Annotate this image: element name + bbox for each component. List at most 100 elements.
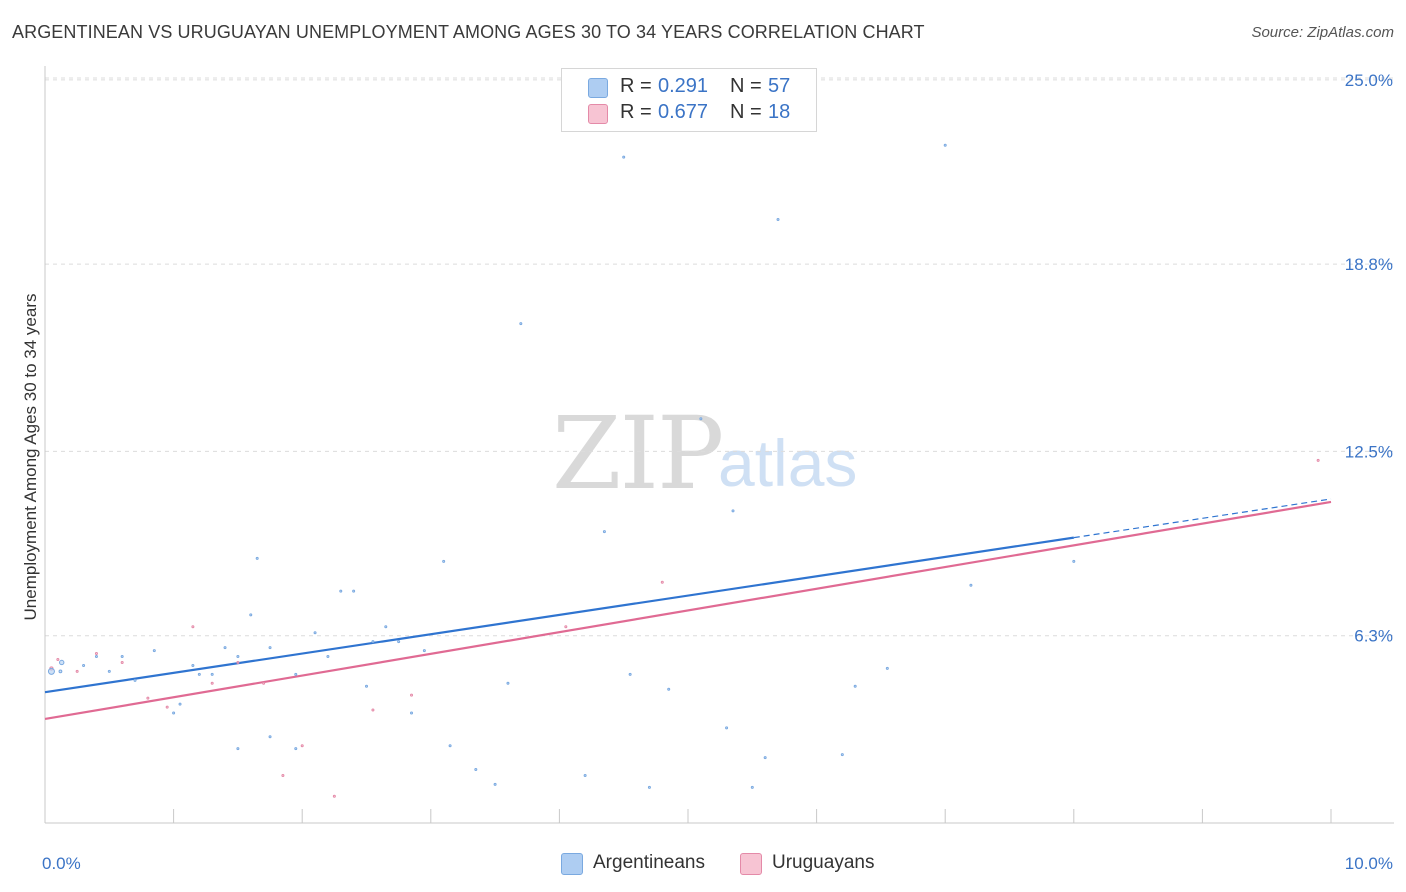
uruguayan-point [262, 681, 266, 685]
y-tick-label: 18.8% [1345, 255, 1393, 274]
argentinean-point [313, 631, 317, 635]
legend-r-label: R = [620, 101, 652, 123]
legend-n-label: N = [730, 101, 762, 123]
argentinean-point [59, 659, 65, 666]
argentinean-point [210, 672, 214, 676]
argentinean-point [371, 640, 375, 644]
argentinean-point [191, 663, 195, 667]
argentinean-point [969, 583, 973, 587]
legend-swatch-uruguayans [588, 104, 608, 124]
argentinean-point [94, 655, 98, 659]
argentinean-point [943, 143, 947, 147]
x-tick-label: 0.0% [42, 854, 81, 873]
argentinean-point [397, 640, 401, 644]
argentinean-point [133, 678, 137, 682]
bottom-legend-label: Argentineans [593, 852, 705, 873]
argentinean-point [47, 667, 55, 675]
argentinean-point [448, 744, 452, 748]
argentinean-point [249, 613, 253, 617]
y-tick-label: 6.3% [1354, 627, 1393, 646]
trend-line-extension [1073, 498, 1332, 539]
argentinean-point [236, 655, 240, 659]
uruguayan-point [94, 652, 98, 656]
argentinean-point [339, 589, 343, 593]
argentinean-point [268, 646, 272, 650]
argentinean-point [294, 747, 298, 751]
argentinean-point [853, 684, 857, 688]
argentinean-point [120, 655, 124, 659]
legend-n-label: N = [730, 75, 762, 97]
argentinean-point [763, 756, 767, 760]
argentinean-point [236, 747, 240, 751]
argentinean-point [1072, 559, 1076, 563]
argentinean-point [58, 669, 63, 674]
data-points [47, 143, 1320, 798]
argentinean-point [152, 649, 156, 653]
correlation-legend: R = 0.291 N = 57 R = 0.677 N = 18 [561, 68, 817, 132]
argentinean-point [326, 655, 330, 659]
watermark-atlas: atlas [718, 426, 858, 500]
argentinean-point [628, 672, 632, 676]
argentinean-point [365, 684, 368, 688]
trend-line-argentineans [44, 536, 1074, 694]
argentinean-point [178, 702, 182, 706]
bottom-legend-label: Uruguayans [772, 852, 875, 873]
argentinean-point [255, 556, 259, 560]
argentinean-point [107, 669, 111, 673]
legend-n-value: 57 [768, 75, 791, 97]
argentinean-point [776, 218, 780, 222]
argentinean-point [699, 417, 703, 421]
bottom-legend-swatch-uruguayans [740, 853, 762, 875]
argentinean-point [422, 649, 426, 653]
argentinean-point [506, 681, 510, 685]
uruguayan-point [56, 658, 60, 662]
uruguayan-point [1316, 458, 1320, 462]
argentinean-point [268, 735, 272, 739]
uruguayan-point [165, 705, 169, 709]
watermark-zip: ZIP [552, 395, 724, 512]
tick-labels: 6.3% 12.5% 18.8% 25.0% 0.0% 10.0% [42, 71, 1393, 873]
uruguayan-point [210, 681, 214, 685]
axes [44, 66, 1394, 824]
y-axis-label: Unemployment Among Ages 30 to 34 years [21, 294, 40, 621]
uruguayan-point [660, 580, 664, 584]
argentinean-point [442, 559, 446, 563]
uruguayan-point [300, 744, 304, 748]
argentinean-point [583, 773, 587, 777]
trend-lines [44, 498, 1332, 721]
argentinean-point [840, 753, 844, 757]
uruguayan-point [75, 669, 79, 673]
y-tick-label: 25.0% [1345, 71, 1393, 90]
argentinean-point [647, 785, 651, 789]
x-tick-label: 10.0% [1345, 854, 1393, 873]
uruguayan-point [191, 625, 195, 629]
uruguayan-point [281, 773, 285, 777]
legend-r-label: R = [620, 75, 652, 97]
argentinean-point [725, 726, 729, 730]
uruguayan-point [236, 660, 240, 664]
argentinean-point [223, 646, 227, 650]
argentinean-point [197, 672, 201, 676]
bottom-legend-swatch-argentineans [561, 853, 583, 875]
uruguayan-point [410, 693, 414, 697]
argentinean-point [294, 672, 298, 676]
uruguayan-point [371, 708, 375, 712]
argentinean-point [602, 530, 606, 534]
argentinean-point [493, 782, 497, 786]
grid-lines [45, 77, 1394, 637]
uruguayan-point [332, 794, 336, 798]
argentinean-point [519, 322, 523, 326]
argentinean-point [172, 711, 176, 715]
uruguayan-point [564, 625, 568, 629]
uruguayan-point [120, 660, 124, 664]
legend-n-value: 18 [768, 101, 791, 123]
argentinean-point [622, 155, 626, 159]
argentinean-point [384, 625, 388, 629]
argentinean-point [474, 767, 478, 771]
argentinean-point [82, 663, 86, 667]
source-label: Source: ZipAtlas.com [1251, 24, 1394, 41]
argentinean-point [667, 687, 671, 691]
argentinean-point [352, 589, 356, 593]
argentinean-point [750, 785, 754, 789]
